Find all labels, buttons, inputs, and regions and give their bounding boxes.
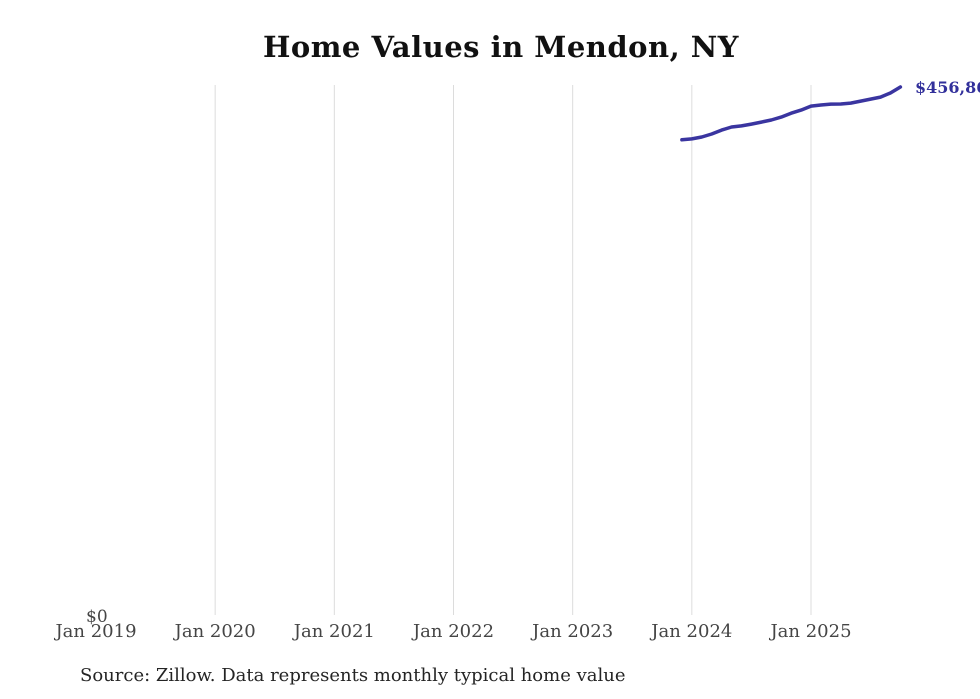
x-axis: Jan 2019 Jan 2020 Jan 2021 Jan 2022 Jan 2023… — [0, 621, 980, 645]
x-tick-label-jan-2025: Jan 2025 — [770, 621, 852, 642]
x-tick-label-jan-2022: Jan 2022 — [412, 621, 495, 642]
x-tick-label-jan-2023: Jan 2023 — [532, 621, 614, 642]
y-axis-zero-label: $0 — [86, 607, 108, 627]
x-tick-label-jan-2021: Jan 2021 — [293, 621, 375, 642]
source-note: Source: Zillow. Data represents monthly … — [80, 665, 626, 686]
chart-title: Home Values in Mendon, NY — [262, 30, 740, 64]
x-tick-label-jan-2024: Jan 2024 — [651, 621, 733, 642]
x-tick-label-jan-2020: Jan 2020 — [174, 621, 256, 642]
home-value-line — [680, 85, 903, 142]
last-value-label: $456,860 — [915, 78, 980, 97]
x-tick-label-jan-2019: Jan 2019 — [55, 621, 137, 642]
